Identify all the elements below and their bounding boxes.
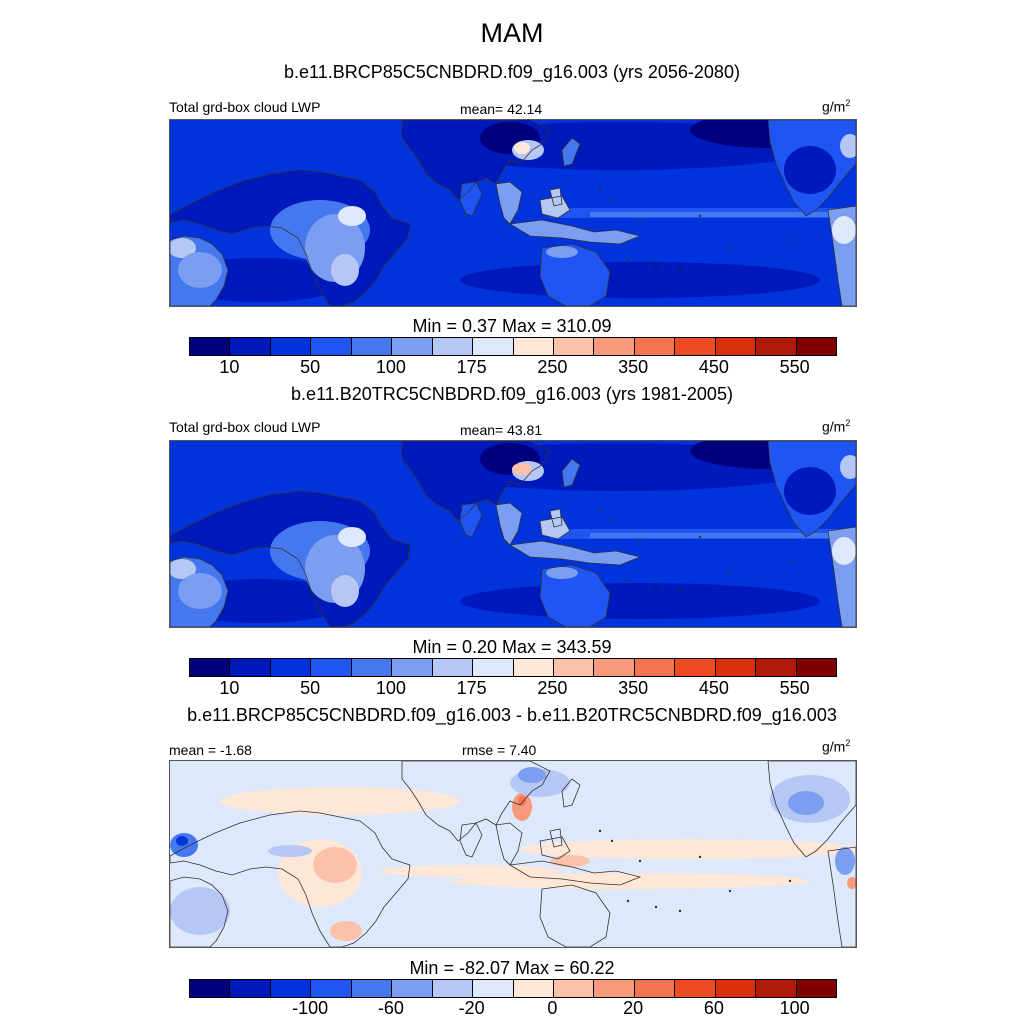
colorbar-swatch [351,659,393,676]
colorbar-swatch [594,980,635,997]
panel-2-colorbar [189,658,837,677]
panel-2-title: b.e11.B20TRC5CNBDRD.f09_g16.003 (yrs 198… [291,384,733,404]
colorbar-tick-label: 450 [698,357,729,377]
colorbar-tick-label: 250 [537,678,568,698]
colorbar-swatch [392,338,433,355]
colorbar-tick-label: 450 [698,678,729,698]
colorbar-swatch [513,980,554,997]
figure-title: MAM [480,18,544,48]
colorbar-tick-label: -60 [377,998,404,1018]
panel-2-colorbar-labels: 10 50 100 175 250 350 450 550 [189,678,835,698]
colorbar-tick-label: 100 [375,357,406,377]
colorbar-swatch [675,338,716,355]
colorbar-swatch [796,338,836,355]
colorbar-tick-label: 100 [375,678,406,698]
colorbar-tick-label: 550 [779,678,810,698]
colorbar-tick-label: 175 [456,357,487,377]
colorbar-swatch [553,659,595,676]
colorbar-swatch [270,338,312,355]
colorbar-swatch [594,659,635,676]
colorbar-swatch [230,659,271,676]
panel-1-map [169,119,857,307]
colorbar-tick-label: 20 [623,998,644,1018]
panel-1-title: b.e11.BRCP85C5CNBDRD.f09_g16.003 (yrs 20… [284,62,740,82]
colorbar-swatch [190,338,231,355]
panel-3-map [169,760,857,948]
colorbar-swatch [311,338,352,355]
colorbar-swatch [432,338,474,355]
colorbar-swatch [270,980,312,997]
panel-3-colorbar [189,979,837,998]
panel-2-mean-label: mean= 43.81 [460,422,543,438]
colorbar-swatch [715,338,757,355]
colorbar-tick-label: 10 [219,357,240,377]
colorbar-tick-label: 0 [547,998,558,1018]
colorbar-swatch [311,980,352,997]
colorbar-swatch [634,338,676,355]
colorbar-swatch [756,659,797,676]
panel-1-variable-label: Total grd-box cloud LWP [169,99,321,115]
colorbar-swatch [715,980,757,997]
colorbar-swatch [553,338,595,355]
colorbar-tick-label: 250 [537,357,568,377]
colorbar-swatch [230,338,271,355]
colorbar-swatch [473,659,514,676]
colorbar-swatch [756,338,797,355]
colorbar-swatch [392,980,433,997]
colorbar-tick-label: -20 [458,998,485,1018]
colorbar-tick-label: 350 [618,357,649,377]
colorbar-tick-label: 175 [456,678,487,698]
colorbar-swatch [796,980,836,997]
colorbar-swatch [190,659,231,676]
panel-3-colorbar-labels: -100 -60 -20 0 20 60 100 [189,998,835,1018]
colorbar-swatch [190,980,231,997]
colorbar-tick-label: 350 [618,678,649,698]
panel-1-unit-label: g/m2 [822,98,851,115]
panel-1-min-max: Min = 0.37 Max = 310.09 [412,316,612,336]
colorbar-swatch [432,659,474,676]
colorbar-tick-label: 550 [779,357,810,377]
colorbar-swatch [594,338,635,355]
colorbar-swatch [230,980,271,997]
panel-3-min-max: Min = -82.07 Max = 60.22 [409,958,615,978]
panel-2-min-max: Min = 0.20 Max = 343.59 [412,637,612,657]
colorbar-swatch [796,659,836,676]
panel-3-unit-label: g/m2 [822,738,851,755]
colorbar-tick-label: 100 [779,998,810,1018]
colorbar-swatch [311,659,352,676]
colorbar-swatch [432,980,474,997]
colorbar-swatch [473,980,514,997]
colorbar-swatch [553,980,595,997]
panel-3-title: b.e11.BRCP85C5CNBDRD.f09_g16.003 - b.e11… [187,705,837,725]
panel-1-colorbar-labels: 10 50 100 175 250 350 450 550 [189,357,835,377]
colorbar-swatch [270,659,312,676]
panel-1-mean-label: mean= 42.14 [460,101,543,117]
colorbar-swatch [392,659,433,676]
colorbar-swatch [513,338,554,355]
colorbar-swatch [351,338,393,355]
colorbar-swatch [513,659,554,676]
panel-2-unit-label: g/m2 [822,418,851,435]
colorbar-tick-label: 50 [300,357,321,377]
colorbar-swatch [351,980,393,997]
colorbar-swatch [715,659,757,676]
colorbar-swatch [634,659,676,676]
panel-3-mean-label: mean = -1.68 [169,742,252,758]
colorbar-swatch [675,659,716,676]
colorbar-tick-label: 50 [300,678,321,698]
colorbar-swatch [473,338,514,355]
colorbar-tick-label: 10 [219,678,240,698]
colorbar-swatch [634,980,676,997]
panel-3-rmse-label: rmse = 7.40 [462,742,537,758]
panel-2-variable-label: Total grd-box cloud LWP [169,419,321,435]
colorbar-tick-label: -100 [292,998,329,1018]
panel-2-map [169,440,857,628]
colorbar-swatch [756,980,797,997]
colorbar-tick-label: 60 [703,998,724,1018]
panel-1-colorbar [189,337,837,356]
colorbar-swatch [675,980,716,997]
